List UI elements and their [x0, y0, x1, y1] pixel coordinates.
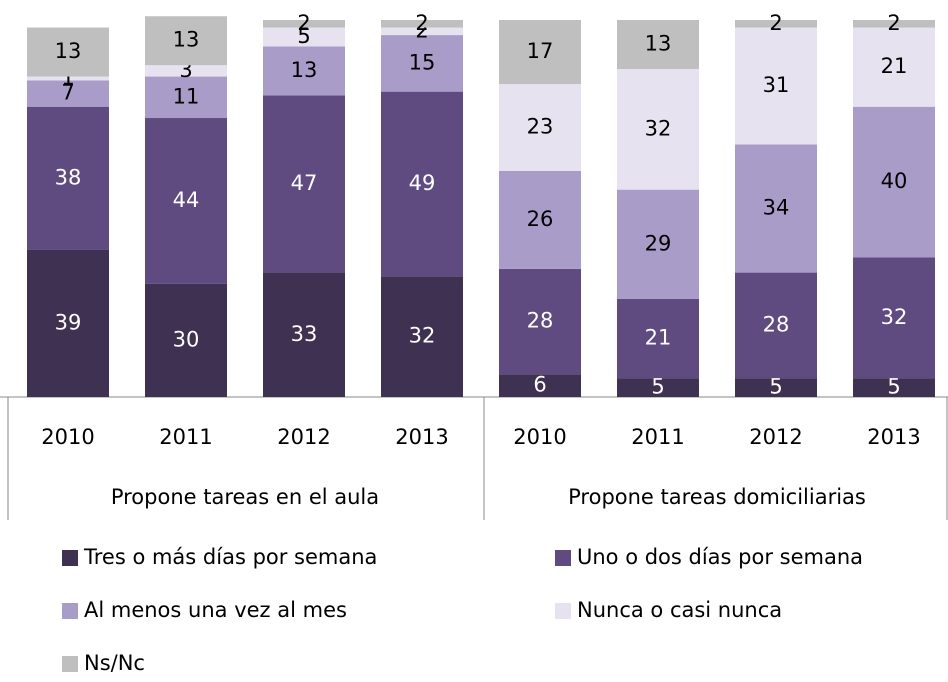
- bar-segment: [27, 249, 109, 397]
- bar-segment: [617, 189, 699, 299]
- bar-segment: [853, 20, 935, 28]
- bar-segment: [617, 378, 699, 397]
- value-label: 40: [881, 169, 908, 193]
- value-label: 13: [55, 39, 82, 63]
- value-label: 49: [409, 171, 436, 195]
- bar-segment: [263, 95, 345, 273]
- x-tick-label: 2010: [41, 425, 94, 449]
- value-label: 28: [763, 312, 790, 336]
- x-tick-label: 2012: [749, 425, 802, 449]
- x-tick-label: 2010: [513, 425, 566, 449]
- legend-swatch: [62, 550, 78, 566]
- bar-segment: [145, 76, 227, 119]
- bar-segment: [735, 20, 817, 28]
- bar-segment: [853, 378, 935, 397]
- value-label: 5: [297, 24, 310, 48]
- value-label: 11: [173, 84, 200, 108]
- bar-segment: [263, 27, 345, 47]
- value-label: 5: [651, 375, 664, 399]
- bar-segment: [381, 35, 463, 92]
- x-tick-label: 2011: [631, 425, 684, 449]
- bar-segment: [263, 20, 345, 28]
- bar-segment: [145, 16, 227, 66]
- bar-segment: [27, 106, 109, 250]
- bar-segment: [27, 27, 109, 77]
- legend-label: Tres o más días por semana: [83, 545, 377, 569]
- value-label: 29: [645, 231, 672, 255]
- bar-segment: [735, 272, 817, 379]
- value-label: 2: [297, 11, 310, 35]
- group-label: Propone tareas en el aula: [111, 485, 379, 509]
- value-label: 21: [881, 54, 908, 78]
- value-label: 39: [55, 310, 82, 334]
- bar-segment: [735, 27, 817, 145]
- value-label: 2: [415, 11, 428, 35]
- bar-segment: [145, 118, 227, 284]
- value-label: 34: [763, 196, 790, 220]
- bar-segment: [735, 144, 817, 273]
- legend-swatch: [555, 603, 571, 619]
- bar-segment: [617, 69, 699, 190]
- legend-label: Al menos una vez al mes: [84, 598, 347, 622]
- bar-segment: [381, 91, 463, 277]
- group-label: Propone tareas domiciliarias: [568, 485, 866, 509]
- value-label: 32: [645, 116, 672, 140]
- value-label: 28: [527, 309, 554, 333]
- legend-swatch: [62, 656, 78, 672]
- bar-segment: [499, 374, 581, 397]
- bar-segment: [263, 46, 345, 96]
- bar-segment: [853, 106, 935, 258]
- x-tick-label: 2013: [395, 425, 448, 449]
- bar-segment: [27, 76, 109, 81]
- bar-segment: [145, 283, 227, 397]
- bar-segment: [499, 170, 581, 269]
- bar-segment: [853, 257, 935, 379]
- bar-segment: [27, 80, 109, 107]
- value-label: 23: [527, 114, 554, 138]
- value-label: 30: [173, 327, 200, 351]
- value-label: 21: [645, 326, 672, 350]
- legend-label: Ns/Nc: [84, 651, 145, 675]
- value-label: 2: [769, 11, 782, 35]
- value-label: 5: [887, 375, 900, 399]
- bar-segment: [381, 27, 463, 36]
- legend-swatch: [62, 603, 78, 619]
- value-label: 32: [409, 324, 436, 348]
- value-label: 13: [291, 58, 318, 82]
- bar-segment: [499, 20, 581, 85]
- bar-segment: [381, 276, 463, 397]
- value-label: 32: [881, 305, 908, 329]
- bar-segment: [263, 272, 345, 397]
- value-label: 47: [291, 171, 318, 195]
- value-label: 13: [173, 28, 200, 52]
- bar-segment: [617, 298, 699, 379]
- value-label: 6: [533, 373, 546, 397]
- bar-segment: [499, 268, 581, 375]
- bar-segment: [853, 27, 935, 107]
- value-label: 31: [763, 73, 790, 97]
- value-label: 26: [527, 207, 554, 231]
- legend-swatch: [555, 550, 571, 566]
- value-label: 33: [291, 322, 318, 346]
- value-label: 2: [887, 11, 900, 35]
- value-label: 13: [645, 32, 672, 56]
- value-label: 38: [55, 165, 82, 189]
- x-tick-label: 2011: [159, 425, 212, 449]
- value-label: 5: [769, 375, 782, 399]
- bar-segment: [145, 65, 227, 77]
- x-tick-label: 2013: [867, 425, 920, 449]
- value-label: 17: [527, 39, 554, 63]
- value-label: 7: [61, 81, 74, 105]
- bar-segment: [381, 20, 463, 28]
- x-tick-label: 2012: [277, 425, 330, 449]
- bar-segment: [735, 378, 817, 397]
- bar-segment: [617, 20, 699, 70]
- value-label: 44: [173, 188, 200, 212]
- legend-label: Uno o dos días por semana: [577, 545, 863, 569]
- bar-segment: [499, 84, 581, 171]
- value-label: 15: [409, 50, 436, 74]
- legend-label: Nunca o casi nunca: [577, 598, 782, 622]
